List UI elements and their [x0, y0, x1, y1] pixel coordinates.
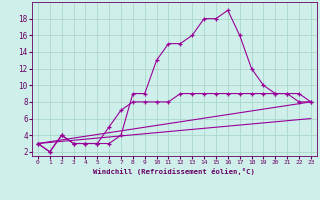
X-axis label: Windchill (Refroidissement éolien,°C): Windchill (Refroidissement éolien,°C) [93, 168, 255, 175]
